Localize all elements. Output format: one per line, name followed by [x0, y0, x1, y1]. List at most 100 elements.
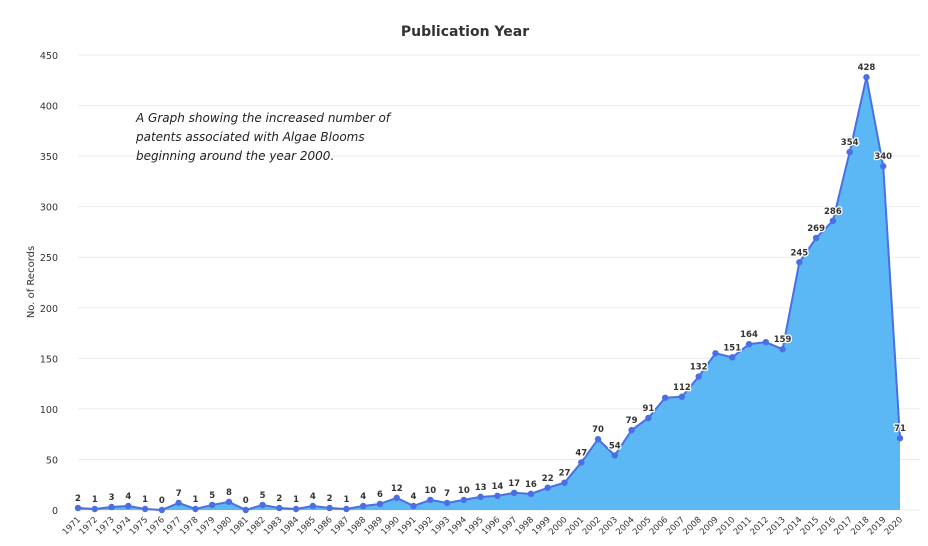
x-tick-label: 2009 [698, 515, 720, 537]
data-point-1996[interactable] [494, 492, 501, 500]
x-tick-label: 2014 [782, 515, 804, 537]
data-label-1999: 22 [542, 474, 554, 484]
data-point-1971[interactable] [74, 504, 82, 512]
data-label-1990: 12 [391, 484, 403, 494]
data-label-2020: 71 [894, 424, 906, 434]
data-point-2003[interactable] [611, 452, 619, 459]
data-label-2011: 164 [740, 330, 758, 340]
x-tick-label: 2001 [564, 515, 586, 537]
data-label-2003: 54 [609, 441, 621, 451]
data-point-2001[interactable] [578, 459, 585, 466]
data-point-1980[interactable] [225, 498, 233, 506]
data-point-2020[interactable] [896, 435, 904, 442]
data-point-1983[interactable] [276, 504, 283, 512]
data-point-1984[interactable] [292, 505, 300, 513]
data-point-2008[interactable] [695, 373, 702, 380]
data-point-2004[interactable] [628, 426, 635, 434]
x-tick-label: 2002 [581, 515, 603, 537]
data-point-2000[interactable] [561, 479, 568, 486]
data-label-2017: 354 [841, 138, 859, 148]
data-point-2005[interactable] [645, 414, 652, 422]
x-tick-label: 1983 [262, 515, 284, 537]
data-label-2013: 159 [774, 335, 792, 345]
x-tick-label: 2016 [816, 515, 838, 537]
data-point-1995[interactable] [477, 493, 484, 501]
x-tick-label: 2007 [665, 515, 687, 537]
data-point-1997[interactable] [510, 489, 518, 497]
data-point-1979[interactable] [209, 501, 216, 509]
data-point-2009[interactable] [712, 350, 719, 357]
data-label-1987: 1 [343, 495, 349, 505]
data-point-1999[interactable] [544, 484, 551, 491]
data-point-2017[interactable] [846, 148, 853, 156]
x-tick-label: 2004 [614, 515, 636, 537]
data-point-1992[interactable] [427, 496, 434, 504]
data-point-2011[interactable] [745, 340, 753, 348]
data-point-1987[interactable] [343, 505, 350, 513]
data-label-2005: 91 [642, 404, 654, 414]
data-point-2019[interactable] [880, 163, 887, 170]
data-point-1986[interactable] [326, 504, 333, 512]
data-label-2000: 27 [559, 469, 571, 479]
data-point-2007[interactable] [678, 393, 686, 400]
x-tick-label: 2011 [732, 515, 754, 537]
data-point-2006[interactable] [661, 394, 669, 401]
data-point-1994[interactable] [460, 496, 468, 504]
x-tick-label: 1972 [78, 515, 100, 537]
x-tick-label: 2006 [648, 515, 670, 537]
x-tick-label: 1995 [463, 515, 485, 537]
data-point-1988[interactable] [359, 502, 367, 510]
data-label-1981: 0 [243, 496, 249, 506]
data-point-1972[interactable] [91, 505, 98, 513]
data-label-1973: 3 [109, 493, 115, 503]
data-point-2013[interactable] [779, 346, 786, 353]
data-label-1982: 5 [260, 491, 266, 501]
data-point-1976[interactable] [158, 506, 166, 514]
data-point-1991[interactable] [410, 502, 417, 510]
data-label-1974: 4 [125, 492, 131, 502]
x-tick-label: 1991 [396, 515, 418, 537]
data-point-2010[interactable] [729, 354, 736, 361]
x-tick-label: 1971 [61, 515, 83, 537]
x-tick-label: 2010 [715, 515, 737, 537]
y-tick-label: 50 [46, 455, 58, 466]
x-tick-label: 1976 [145, 515, 167, 537]
data-point-1978[interactable] [192, 505, 199, 513]
x-tick-label: 2000 [547, 515, 569, 537]
x-tick-label: 2019 [866, 515, 888, 537]
data-point-1990[interactable] [393, 494, 400, 502]
y-tick-label: 150 [40, 354, 58, 365]
data-point-2012[interactable] [762, 338, 769, 346]
data-point-1981[interactable] [242, 506, 249, 514]
data-point-1982[interactable] [259, 501, 266, 509]
data-point-2015[interactable] [812, 234, 820, 242]
data-point-1975[interactable] [141, 505, 149, 513]
data-point-1974[interactable] [125, 502, 132, 510]
data-point-1985[interactable] [309, 502, 317, 510]
data-label-2015: 269 [807, 224, 825, 234]
data-point-2016[interactable] [829, 217, 837, 225]
data-point-2014[interactable] [796, 259, 803, 266]
data-point-1998[interactable] [527, 490, 535, 498]
y-tick-label: 0 [52, 506, 58, 517]
data-label-1984: 1 [293, 495, 299, 505]
x-tick-label: 1980 [212, 515, 234, 537]
data-point-2018[interactable] [863, 74, 870, 81]
data-label-2001: 47 [575, 448, 587, 458]
x-tick-label: 1989 [363, 515, 385, 537]
y-tick-label: 250 [40, 253, 58, 264]
data-point-1989[interactable] [376, 500, 384, 508]
data-label-1994: 10 [458, 486, 470, 496]
data-label-1998: 16 [525, 480, 537, 490]
data-point-1973[interactable] [108, 503, 115, 511]
x-tick-label: 1994 [447, 515, 469, 537]
annotation-line: patents associated with Algae Blooms [135, 130, 365, 144]
data-label-1978: 1 [192, 495, 198, 505]
data-point-2002[interactable] [594, 436, 602, 443]
x-tick-label: 1996 [480, 515, 502, 537]
data-point-1977[interactable] [175, 499, 182, 507]
y-tick-label: 300 [40, 203, 58, 214]
data-point-1993[interactable] [443, 499, 451, 507]
y-tick-label: 100 [40, 405, 58, 416]
